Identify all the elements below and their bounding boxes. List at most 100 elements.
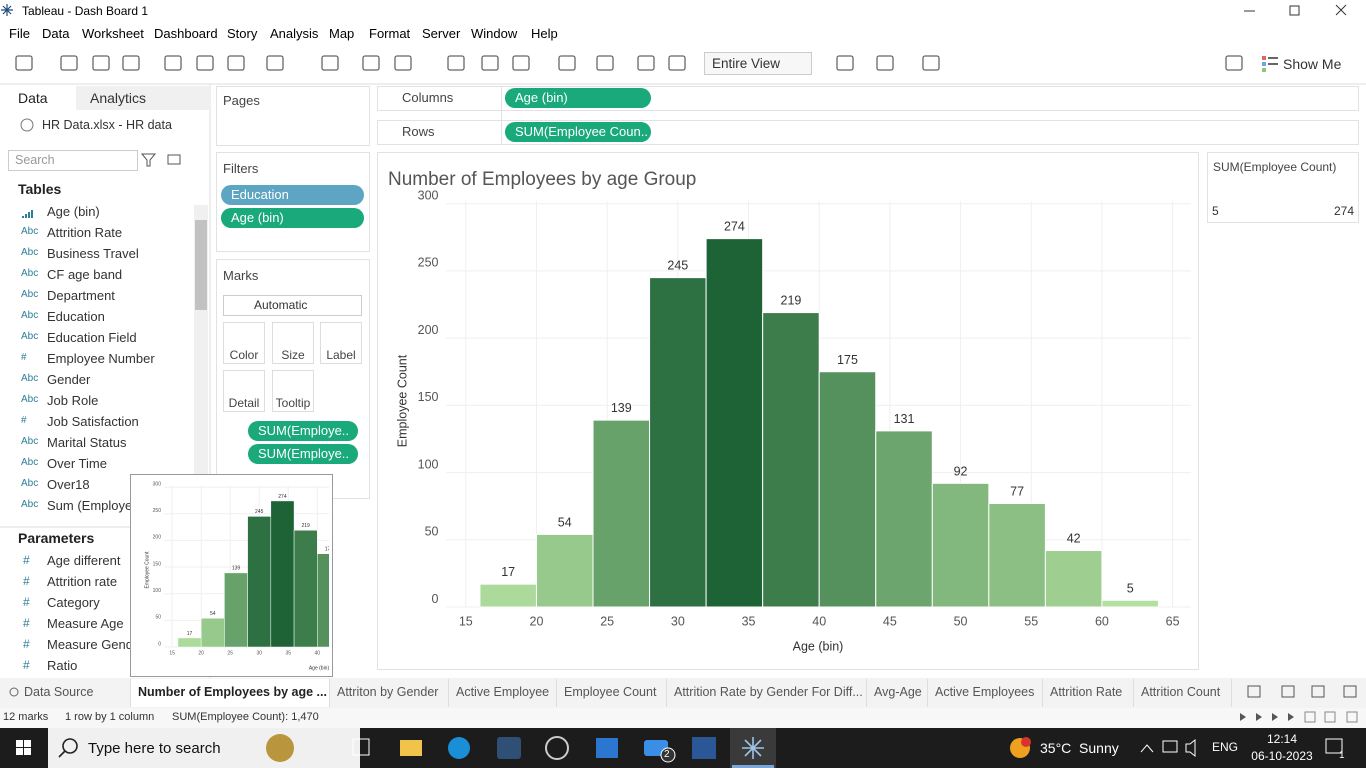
sheet-tab[interactable]: Attrition Rate by Gender For Diff... [667,679,867,707]
sheet-tab[interactable]: Attrition Count [1134,679,1232,707]
histogram-bar[interactable] [247,516,272,648]
field-name[interactable]: Sum (Employee [47,498,140,513]
toolbar-icon[interactable] [362,55,380,71]
toolbar-icon[interactable] [60,55,78,71]
toolbar-icon[interactable] [15,55,33,71]
app-icon-2[interactable] [497,737,521,759]
clock-time[interactable]: 12:14 [1266,732,1298,746]
nav-arrow[interactable] [1240,713,1246,721]
toolbar-icon[interactable] [321,55,339,71]
field-name[interactable]: Department [47,288,115,303]
field-name[interactable]: Attrition Rate [47,225,123,240]
histogram-bar[interactable] [270,500,295,648]
toolbar-icon[interactable] [596,55,614,71]
nav-arrow[interactable] [1256,713,1262,721]
fit-dropdown[interactable] [704,52,812,75]
new-sheet-icon[interactable] [1343,685,1357,698]
field-name[interactable]: Job Role [47,393,99,408]
parameter-name[interactable]: Category [47,595,100,610]
explorer-icon[interactable] [400,740,422,756]
toolbar-icon[interactable] [1225,55,1243,71]
new-sheet-icon[interactable] [1311,685,1325,698]
mark-type-dropdown[interactable] [223,295,362,316]
word-icon[interactable] [692,737,716,759]
store-icon[interactable] [596,738,618,758]
network-icon[interactable] [1162,740,1178,753]
menu-item[interactable]: Window [471,26,518,41]
menu-item[interactable]: Data [42,26,70,41]
marks-button[interactable] [272,370,314,412]
histogram-bar[interactable] [649,277,707,608]
histogram-bar[interactable] [177,637,202,648]
taskbar-search-text[interactable]: Type here to search [88,740,221,757]
sheet-tab[interactable]: Data Source [8,679,131,707]
toolbar-icon[interactable] [668,55,686,71]
toolbar-icon[interactable] [394,55,412,71]
menu-item[interactable]: Dashboard [154,26,218,41]
field-name[interactable]: Marital Status [47,435,127,450]
field-name[interactable]: Over18 [47,477,90,492]
toolbar-icon[interactable] [637,55,655,71]
notification-icon[interactable] [1325,738,1343,754]
parameter-name[interactable]: Attrition rate [47,574,118,589]
histogram-bar[interactable] [818,371,877,608]
parameter-name[interactable]: Measure Gende [47,637,141,652]
parameter-name[interactable]: Ratio [47,658,78,673]
toolbar-icon[interactable] [836,55,854,71]
field-name[interactable]: Age (bin) [47,204,100,219]
new-sheet-icon[interactable] [1247,685,1261,698]
sheet-tab[interactable]: Active Employees [928,679,1043,707]
filter-icon[interactable] [140,153,157,167]
histogram-bar[interactable] [200,617,225,648]
filter-pill[interactable]: Education [221,185,364,205]
tab-label[interactable]: Data [18,90,48,106]
view-icon[interactable] [167,154,181,165]
histogram-bar[interactable] [535,533,594,608]
data-source[interactable]: HR Data.xlsx - HR data [42,118,172,132]
search-box[interactable] [48,728,360,768]
search-field[interactable] [8,150,138,171]
task-view-icon[interactable] [352,738,370,756]
rows-pill[interactable]: SUM(Employee Coun.. [505,122,651,142]
weather-text[interactable]: 35°C Sunny [1040,740,1119,756]
app-icon-3[interactable] [545,736,569,760]
marks-button[interactable] [272,322,314,364]
view-toggle[interactable] [1346,711,1358,723]
nav-arrow[interactable] [1288,713,1294,721]
data-tab[interactable] [0,86,76,110]
sheet-tab[interactable]: Attriton by Gender [330,679,449,707]
analytics-tab[interactable] [76,86,210,110]
menu-item[interactable]: Map [329,26,355,41]
marks-pill[interactable]: SUM(Employe.. [248,444,358,464]
histogram-bar[interactable] [1044,550,1103,608]
toolbar-icon[interactable] [92,55,110,71]
menu-item[interactable]: Format [369,26,411,41]
menu-item[interactable]: Server [422,26,461,41]
toolbar-icon[interactable] [164,55,182,71]
histogram-bar[interactable] [479,583,537,608]
field-name[interactable]: Education Field [47,330,137,345]
toolbar-icon[interactable] [558,55,576,71]
field-name[interactable]: Gender [47,372,91,387]
histogram-bar[interactable] [1101,599,1159,608]
columns-pill[interactable]: Age (bin) [505,88,651,108]
marks-pill[interactable]: SUM(Employe.. [248,421,358,441]
close-icon[interactable] [1335,4,1347,16]
histogram-bar[interactable] [931,482,990,608]
field-name[interactable]: Job Satisfaction [47,414,139,429]
toolbar-icon[interactable] [227,55,245,71]
field-name[interactable]: Business Travel [47,246,139,261]
tab-label[interactable]: Analytics [90,90,147,106]
toolbar-icon[interactable] [922,55,940,71]
toolbar-icon[interactable] [447,55,465,71]
menu-item[interactable]: Analysis [270,26,319,41]
field-name[interactable]: Employee Number [47,351,155,366]
histogram-bar[interactable] [762,312,820,608]
new-sheet-icon[interactable] [1281,685,1295,698]
histogram-bar[interactable] [988,502,1046,608]
restore-icon[interactable] [1289,5,1300,16]
histogram-bar[interactable] [705,238,764,608]
sheet-tab[interactable]: Attrition Rate [1043,679,1134,707]
view-toggle[interactable] [1304,711,1316,723]
histogram-bar[interactable] [317,553,333,648]
